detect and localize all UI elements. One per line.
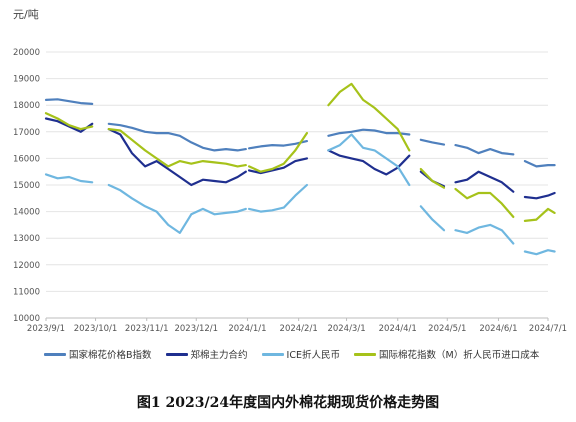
series-segment	[523, 191, 556, 200]
series-segment	[327, 128, 411, 137]
x-tick-label: 2024/1/1	[228, 324, 266, 334]
legend-swatch-m-index	[354, 352, 376, 356]
series-lines	[44, 82, 556, 256]
y-tick-label: 11000	[13, 287, 40, 297]
x-axis-tick-labels: 2023/9/1 2023/10/1 2023/11/1 2023/12/1 2024/…	[27, 318, 567, 334]
y-tick-label: 17000	[13, 128, 40, 138]
series-segment	[454, 144, 515, 156]
series-segment	[327, 133, 411, 187]
series-segment	[523, 207, 556, 222]
x-tick-label: 2024/2/1	[280, 324, 318, 334]
grid-lines	[46, 51, 548, 319]
legend-item-b-index: 国家棉花价格B指数	[44, 347, 152, 361]
legend-label-zce-main: 郑棉主力合约	[190, 350, 248, 361]
y-tick-label: 15000	[13, 181, 40, 191]
series-2-line	[44, 133, 556, 256]
x-tick-label: 2024/7/1	[529, 324, 567, 334]
series-segment	[523, 160, 556, 168]
x-tick-label: 2023/9/1	[27, 324, 65, 334]
x-tick-label: 2024/5/1	[428, 324, 466, 334]
chart-legend: 国家棉花价格B指数 郑棉主力合约 ICE折人民币 国际棉花指数（M）折人民币进口…	[44, 347, 539, 361]
legend-label-ice-rmb: ICE折人民币	[286, 350, 340, 361]
series-segment	[44, 173, 94, 184]
legend-label-b-index: 国家棉花价格B指数	[69, 350, 152, 361]
x-tick-label: 2024/4/1	[379, 324, 417, 334]
series-segment	[419, 205, 446, 232]
series-segment	[327, 82, 411, 152]
series-segment	[107, 128, 247, 187]
x-tick-label: 2023/12/1	[174, 324, 218, 334]
series-segment	[44, 112, 94, 131]
series-segment	[44, 98, 94, 105]
series-segment	[327, 149, 411, 176]
series-segment	[523, 249, 556, 256]
legend-item-m-index: 国际棉花指数（M）折人民币进口成本	[354, 347, 539, 361]
x-tick-label: 2024/6/1	[479, 324, 517, 334]
chart-title: 图1 2023/24年度国内外棉花期现货价格走势图	[136, 395, 440, 411]
series-segment	[248, 157, 308, 175]
legend-item-ice-rmb: ICE折人民币	[261, 347, 340, 361]
y-tick-label: 14000	[13, 208, 40, 218]
series-segment	[107, 122, 247, 152]
series-segment	[248, 183, 308, 213]
legend-item-zce-main: 郑棉主力合约	[165, 347, 248, 361]
y-tick-label: 13000	[13, 234, 40, 244]
series-segment	[419, 138, 446, 146]
series-segment	[248, 140, 308, 150]
series-segment	[454, 170, 515, 193]
y-axis-unit-label: 元/吨	[13, 8, 39, 21]
legend-swatch-ice-rmb	[261, 352, 284, 356]
y-tick-label: 16000	[13, 154, 40, 164]
x-tick-label: 2023/10/1	[74, 324, 118, 334]
series-segment	[419, 167, 446, 189]
legend-swatch-zce-main	[165, 352, 188, 356]
series-segment	[107, 183, 247, 234]
y-tick-label: 10000	[13, 314, 40, 324]
y-tick-label: 19000	[13, 75, 40, 85]
y-axis-tick-labels: 10000 11000 12000 13000 14000 15000 16000 17000…	[13, 48, 40, 324]
legend-swatch-b-index	[44, 352, 66, 356]
series-0-line	[44, 98, 556, 168]
y-tick-label: 12000	[13, 261, 40, 271]
y-tick-label: 20000	[13, 48, 40, 58]
series-segment	[248, 132, 308, 173]
x-tick-label: 2023/11/1	[125, 324, 169, 334]
legend-label-m-index: 国际棉花指数（M）折人民币进口成本	[379, 350, 540, 361]
y-tick-label: 18000	[13, 101, 40, 111]
x-tick-label: 2024/3/1	[327, 324, 365, 334]
series-segment	[454, 187, 515, 218]
series-segment	[107, 128, 247, 168]
series-segment	[454, 223, 515, 245]
series-3-line	[44, 82, 556, 222]
